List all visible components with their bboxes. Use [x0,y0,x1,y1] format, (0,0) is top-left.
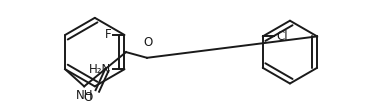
Text: O: O [84,91,93,104]
Text: F: F [105,28,111,41]
Text: O: O [143,36,153,49]
Text: Cl: Cl [276,30,288,43]
Text: H₂N: H₂N [89,63,111,76]
Text: NH: NH [76,89,94,102]
